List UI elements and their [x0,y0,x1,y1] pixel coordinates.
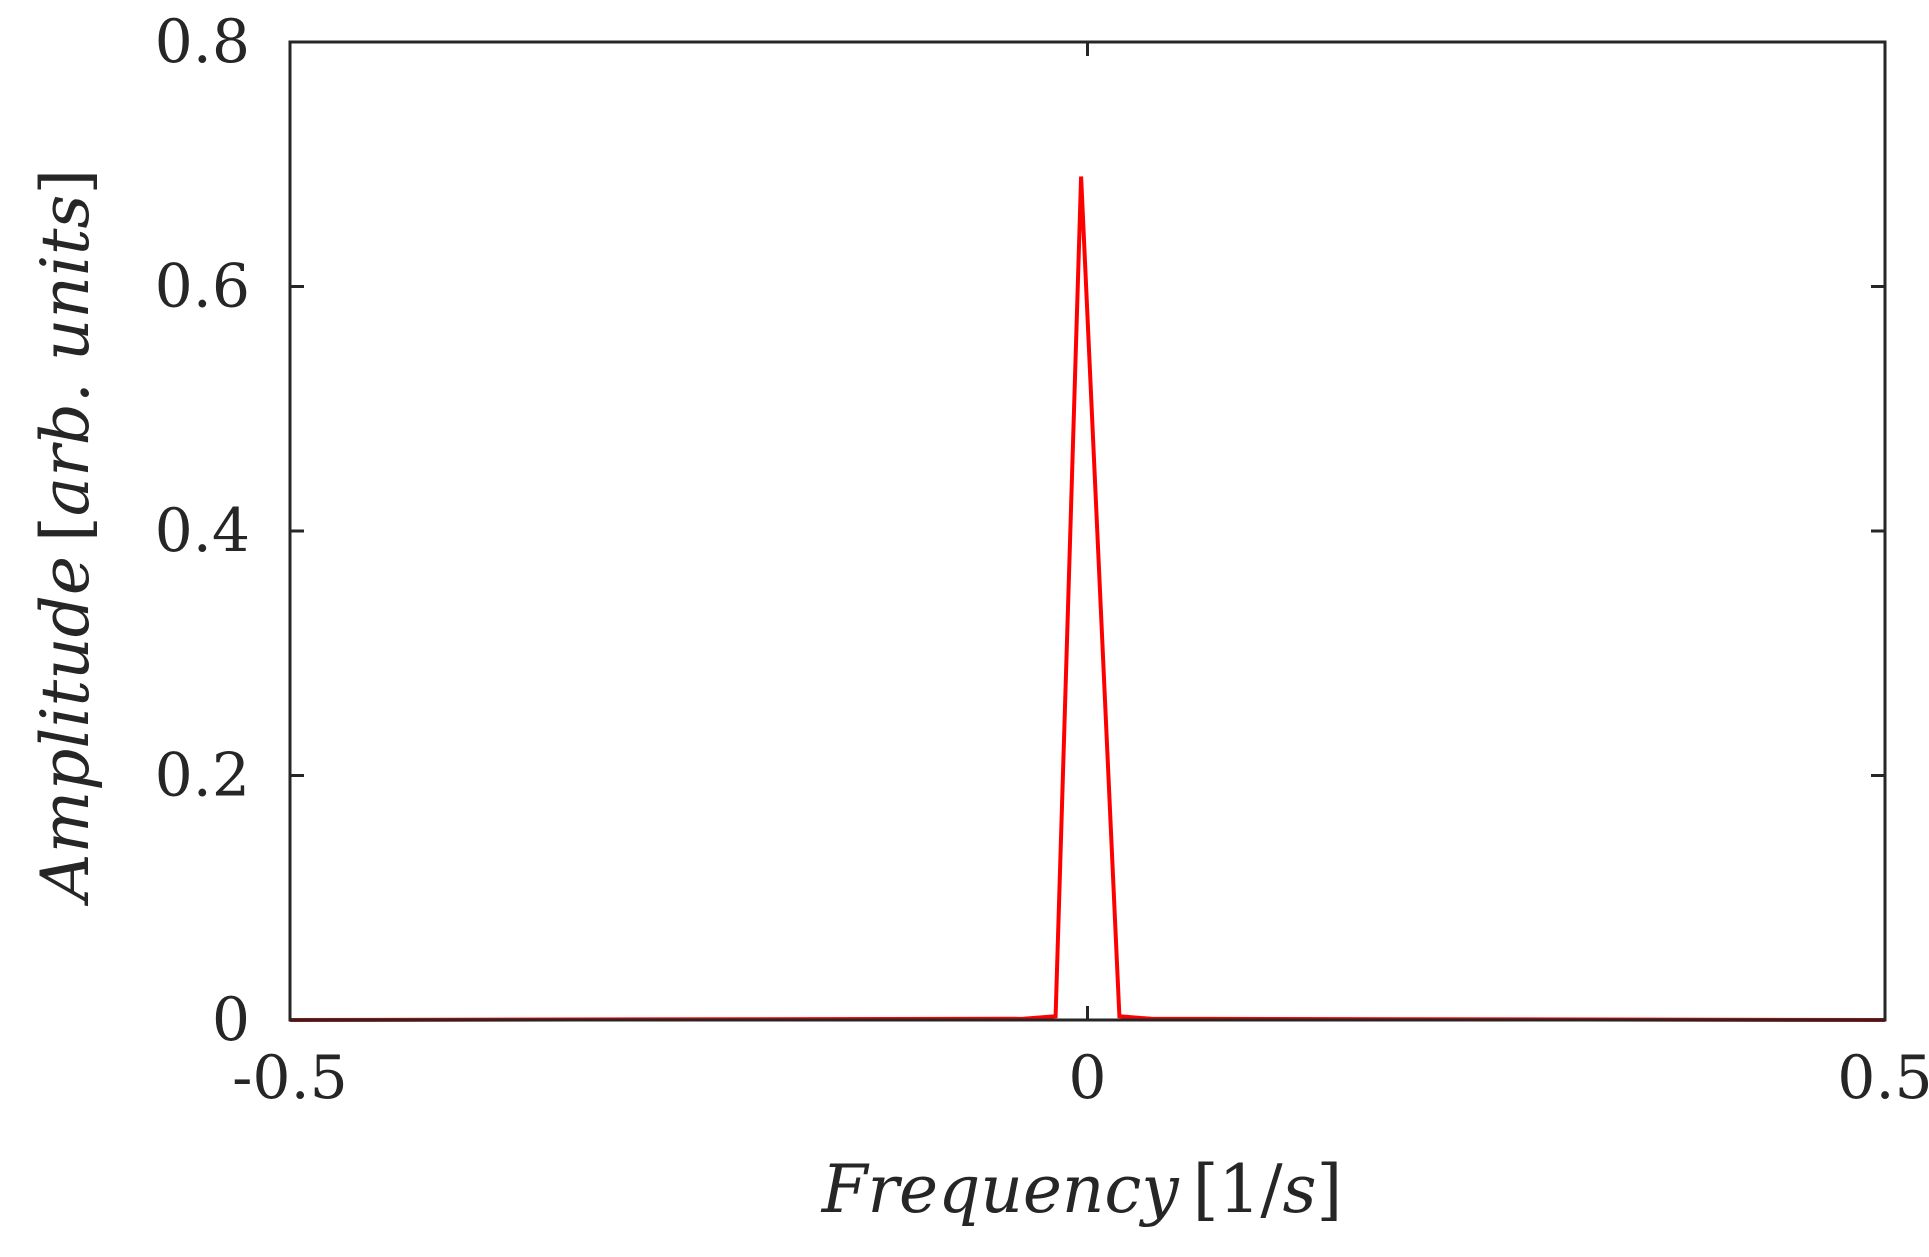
y-axis-label: Amplitude [arb. units] [27,169,104,907]
x-axis-label-open-bracket: [ [1193,1151,1219,1228]
y-axis-label-unit: arb. units [27,195,104,517]
x-axis-label-quantity: Frequency [821,1151,1180,1228]
x-axis-label-unit-number: 1/ [1218,1151,1283,1228]
x-axis-label-unit-symbol: s [1283,1151,1317,1228]
y-axis-label-quantity: Amplitude [27,556,104,907]
plot-background [290,42,1885,1020]
x-axis-label-close-bracket: ] [1317,1151,1343,1228]
plot-area [290,42,1885,1020]
ticks-layer: -0.5 0 0.500.20.40.60.8 [155,7,1929,1113]
y-tick-label: 0.2 [155,741,250,811]
y-tick-label: 0.4 [155,496,250,566]
x-tick-label: 0.5 [1837,1043,1929,1113]
x-axis-label: Frequency [1/s] [821,1151,1343,1228]
y-axis-label-close-bracket: ] [27,169,104,195]
y-tick-label: 0 [212,985,250,1055]
y-axis-label-open-bracket: [ [27,516,104,542]
x-tick-label: 0 [1068,1043,1106,1113]
y-tick-label: 0.6 [155,252,250,322]
x-tick-label: -0.5 [232,1043,348,1113]
labels-layer: Frequency [1/s] Amplitude[arb. units] [27,169,1342,1228]
y-tick-label: 0.8 [155,7,250,77]
